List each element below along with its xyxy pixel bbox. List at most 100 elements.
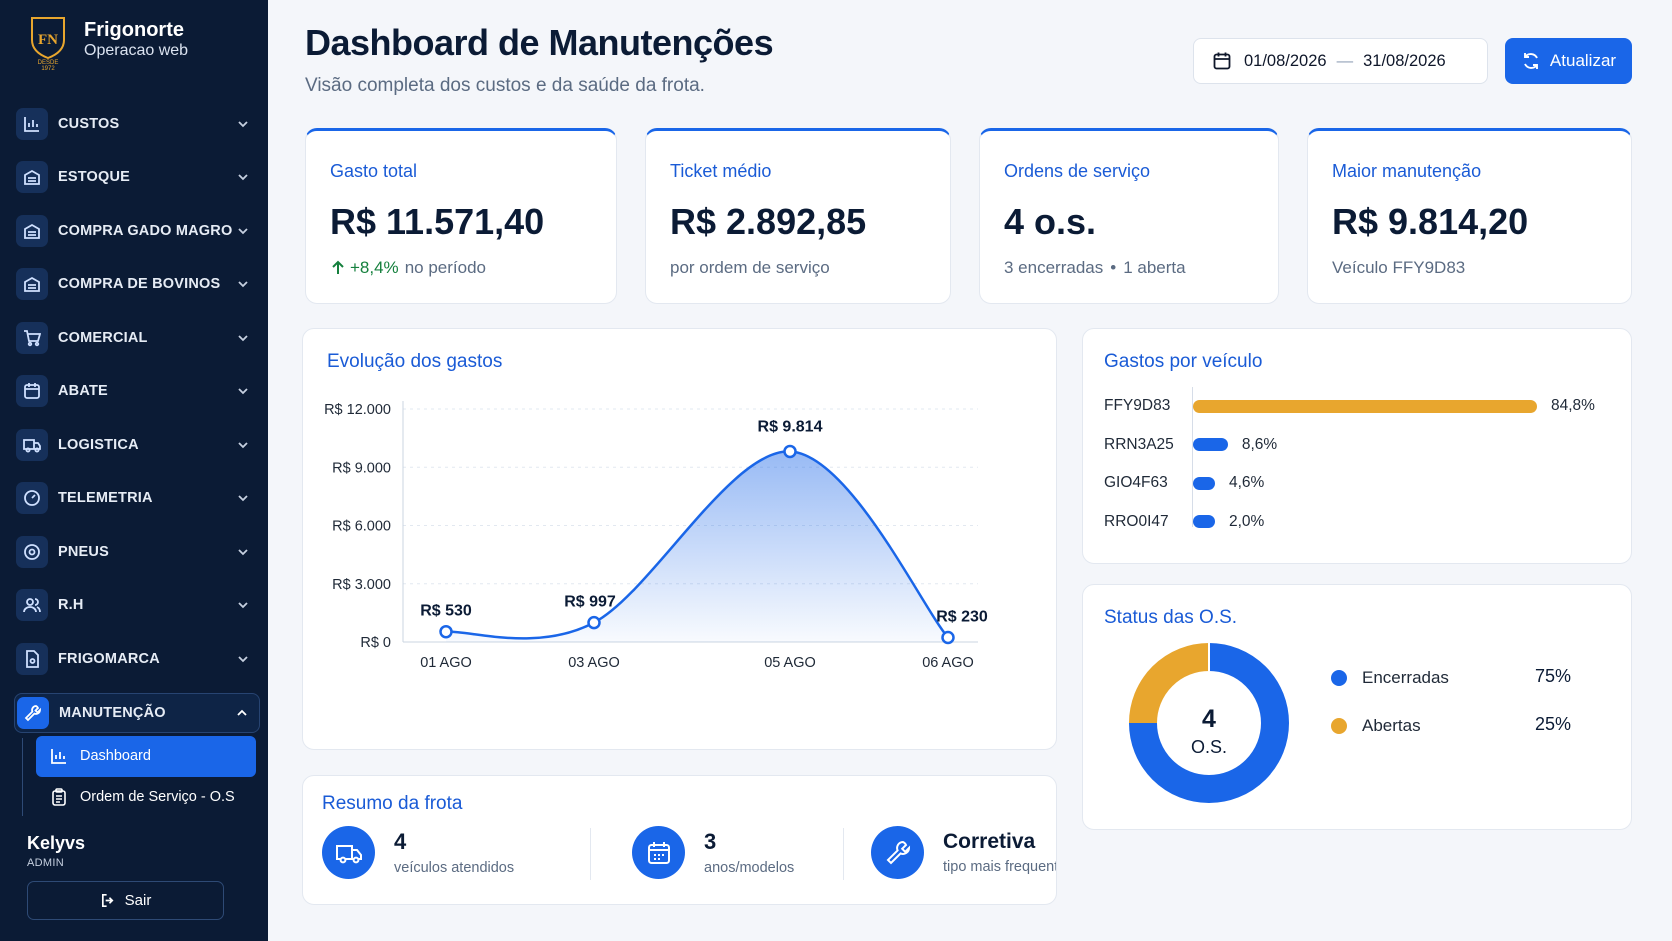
submenu-item-dashboard[interactable]: Dashboard — [36, 735, 256, 777]
vehicle-percent: 84,8% — [1551, 397, 1595, 414]
sidebar-item-compra-gado-magro[interactable]: COMPRA GADO MAGRO — [14, 204, 260, 258]
refresh-button[interactable]: Atualizar — [1505, 38, 1632, 84]
fleet-summary-divider — [590, 828, 591, 880]
chevron-down-icon — [238, 442, 248, 449]
fleet-summary-type: Corretiva tipo mais frequente — [871, 826, 1057, 879]
x-tick-label: 01 AGO — [420, 655, 472, 671]
sidebar-item-estoque[interactable]: ESTOQUE — [14, 151, 260, 205]
logout-label: Sair — [124, 892, 152, 909]
sidebar-item-label: R.H — [58, 597, 84, 614]
kpi-note-text: no período — [404, 258, 486, 277]
data-point[interactable] — [587, 615, 601, 630]
date-separator: — — [1336, 51, 1354, 70]
kpi-value: R$ 11.571,40 — [330, 201, 545, 242]
y-tick-label: R$ 3.000 — [332, 577, 391, 593]
page-subtitle: Visão completa dos custos e da saúde da … — [305, 75, 705, 96]
sidebar-item-label: COMPRA GADO MAGRO — [58, 222, 233, 239]
donut-center-label: O.S. — [1191, 737, 1227, 757]
kpi-note-open: 1 aberta — [1123, 258, 1186, 277]
brand-logo-icon: FN DESDE 1972 — [31, 17, 65, 70]
sidebar-item-label: MANUTENÇÃO — [59, 704, 166, 721]
kpi-card-gasto-total: Gasto total R$ 11.571,40 +8,4% no períod… — [305, 128, 617, 304]
kpi-trend: +8,4% — [330, 258, 399, 278]
svg-text:1972: 1972 — [41, 66, 55, 70]
sidebar-item-label: COMPRA DE BOVINOS — [58, 276, 221, 293]
donut-slice[interactable] — [1129, 643, 1210, 724]
arrow-up-icon — [332, 260, 344, 274]
data-label: R$ 997 — [564, 594, 616, 611]
data-label: R$ 9.814 — [758, 418, 823, 435]
cart-icon — [16, 321, 48, 354]
logout-button[interactable]: Sair — [27, 881, 224, 920]
legend-dot — [1331, 718, 1347, 734]
data-point[interactable] — [783, 444, 797, 459]
kpi-note-closed: 3 encerradas — [1004, 258, 1104, 277]
kpi-note: +8,4% no período — [330, 258, 486, 278]
wrench-icon — [17, 696, 49, 729]
vehicle-bar — [1193, 438, 1228, 451]
sidebar-item-abate[interactable]: ABATE — [14, 365, 260, 419]
donut-slice[interactable] — [1129, 643, 1289, 803]
sidebar-item-frigomarca[interactable]: FRIGOMARCA — [14, 632, 260, 686]
vehicle-percent: 8,6% — [1241, 435, 1278, 453]
vehicle-bar — [1193, 476, 1215, 490]
vehicle-bar-row[interactable]: RRO0I47 2,0% — [1083, 510, 1631, 534]
kpi-note-text: por ordem de serviço — [670, 258, 830, 277]
evolution-chart-card: Evolução dos gastos R$ 0 R$ 3.000 R$ 6.000… — [302, 328, 1057, 750]
fleet-summary-title: Resumo da frota — [322, 793, 463, 814]
kpi-card-ordens-servico: Ordens de serviço 4 o.s. 3 encerradas • … — [979, 128, 1279, 304]
sidebar-item-manutencao[interactable]: MANUTENÇÃO — [14, 692, 260, 733]
vehicle-bar-row[interactable]: FFY9D83 84,8% — [1083, 394, 1631, 418]
vehicle-name: RRO0I47 — [1104, 512, 1169, 530]
data-label: R$ 530 — [420, 603, 472, 620]
brand[interactable]: FN DESDE 1972 Frigonorte Operacao web — [28, 14, 188, 70]
vehicle-percent: 2,0% — [1229, 512, 1265, 530]
legend-item: Abertas — [1331, 716, 1421, 736]
sidebar-item-label: TELEMETRIA — [58, 490, 153, 507]
kpi-value: 4 o.s. — [1004, 201, 1097, 242]
data-point[interactable] — [439, 624, 453, 639]
sidebar-item-telemetria[interactable]: TELEMETRIA — [14, 472, 260, 526]
sidebar-item-logistica[interactable]: LOGISTICA — [14, 418, 260, 472]
data-point[interactable] — [941, 630, 955, 645]
y-tick-label: R$ 6.000 — [332, 519, 391, 535]
warehouse-icon — [16, 214, 48, 247]
calendar-icon — [1213, 52, 1231, 70]
legend-item: Encerradas — [1331, 668, 1449, 688]
donut-center-value: 4 — [1202, 705, 1216, 733]
brand-subtitle: Operacao web — [84, 42, 189, 59]
vehicle-bar — [1193, 515, 1215, 528]
sidebar-item-label: COMERCIAL — [58, 329, 148, 346]
kpi-label: Ticket médio — [670, 161, 772, 181]
fleet-summary-label: tipo mais frequente — [943, 859, 1057, 875]
sidebar-item-rh[interactable]: R.H — [14, 579, 260, 633]
chevron-down-icon — [238, 174, 248, 181]
sidebar-item-compra-de-bovinos[interactable]: COMPRA DE BOVINOS — [14, 258, 260, 312]
sidebar-item-label: FRIGOMARCA — [58, 650, 160, 667]
date-end: 31/08/2026 — [1363, 51, 1446, 70]
brand-name: Frigonorte — [84, 19, 184, 41]
wrench-icon — [871, 826, 924, 879]
sidebar-item-comercial[interactable]: COMERCIAL — [14, 311, 260, 365]
y-tick-label: R$ 9.000 — [332, 460, 391, 476]
fleet-summary-vehicles: 4 veículos atendidos — [322, 826, 514, 879]
chevron-down-icon — [238, 602, 248, 609]
refresh-label: Atualizar — [1549, 51, 1617, 70]
kpi-value: R$ 2.892,85 — [670, 201, 867, 242]
submenu-item-ordem-servico[interactable]: Ordem de Serviço - O.S — [36, 777, 256, 818]
chevron-down-icon — [238, 121, 248, 128]
kpi-label: Ordens de serviço — [1004, 161, 1151, 181]
vehicle-name: GIO4F63 — [1104, 474, 1168, 491]
evolution-chart-title: Evolução dos gastos — [327, 351, 503, 372]
kpi-card-maior-manutencao: Maior manutenção R$ 9.814,20 Veículo FFY… — [1307, 128, 1632, 304]
evolution-area — [446, 451, 948, 642]
users-icon — [16, 589, 48, 622]
os-status-donut: 4 O.S. — [1129, 643, 1289, 803]
sidebar-item-label: ABATE — [58, 383, 108, 400]
vehicle-bar-row[interactable]: GIO4F63 4,6% — [1083, 471, 1631, 495]
sidebar-item-pneus[interactable]: PNEUS — [14, 525, 260, 579]
date-range-picker[interactable]: 01/08/2026 — 31/08/2026 — [1193, 38, 1488, 84]
vehicle-bar-row[interactable]: RRN3A25 8,6% — [1083, 433, 1631, 457]
sidebar-item-custos[interactable]: CUSTOS — [14, 97, 260, 151]
vehicle-bar — [1193, 399, 1537, 413]
